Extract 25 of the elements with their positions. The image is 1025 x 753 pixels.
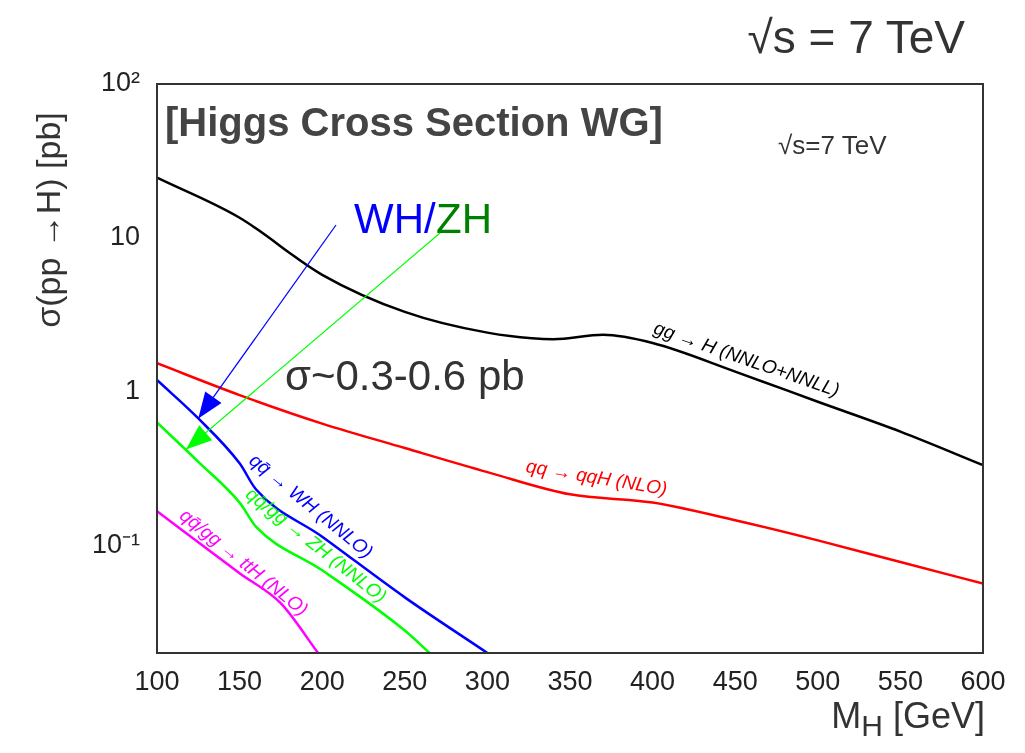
- annotation: [Higgs Cross Section WG]: [165, 100, 663, 144]
- x-tick-label: 150: [217, 665, 263, 696]
- x-tick-label: 550: [877, 665, 923, 696]
- x-tick-label: 250: [382, 665, 428, 696]
- y-tick-label: 10²: [100, 67, 140, 98]
- x-tick-label: 100: [134, 665, 180, 696]
- x-axis-title: M$_{H}$ [GeV]: [831, 695, 985, 744]
- y-tick-label: 1: [124, 375, 140, 406]
- x-tick-label: 500: [795, 665, 841, 696]
- annotation: WH/: [354, 195, 436, 242]
- line-series: [157, 421, 431, 653]
- x-tick-label: 400: [630, 665, 676, 696]
- annotation: σ~0.3-0.6 pb: [285, 352, 525, 399]
- annotation: ZH: [436, 195, 492, 242]
- y-axis-title: σ(pp →H) [pb]: [28, 112, 68, 328]
- x-tick-label: 600: [960, 665, 1006, 696]
- x-tick-label: 350: [547, 665, 593, 696]
- x-tick-label: 300: [464, 665, 510, 696]
- x-tick-label: 450: [712, 665, 758, 696]
- x-tick-label: 200: [299, 665, 345, 696]
- text: qq → qqH (NLO): [524, 455, 669, 500]
- y-tick-label: 10: [109, 221, 140, 252]
- annotation: √s=7 TeV: [778, 130, 887, 160]
- y-tick-label: 10⁻¹: [91, 528, 140, 559]
- chart-title: √s = 7 TeV: [747, 10, 965, 64]
